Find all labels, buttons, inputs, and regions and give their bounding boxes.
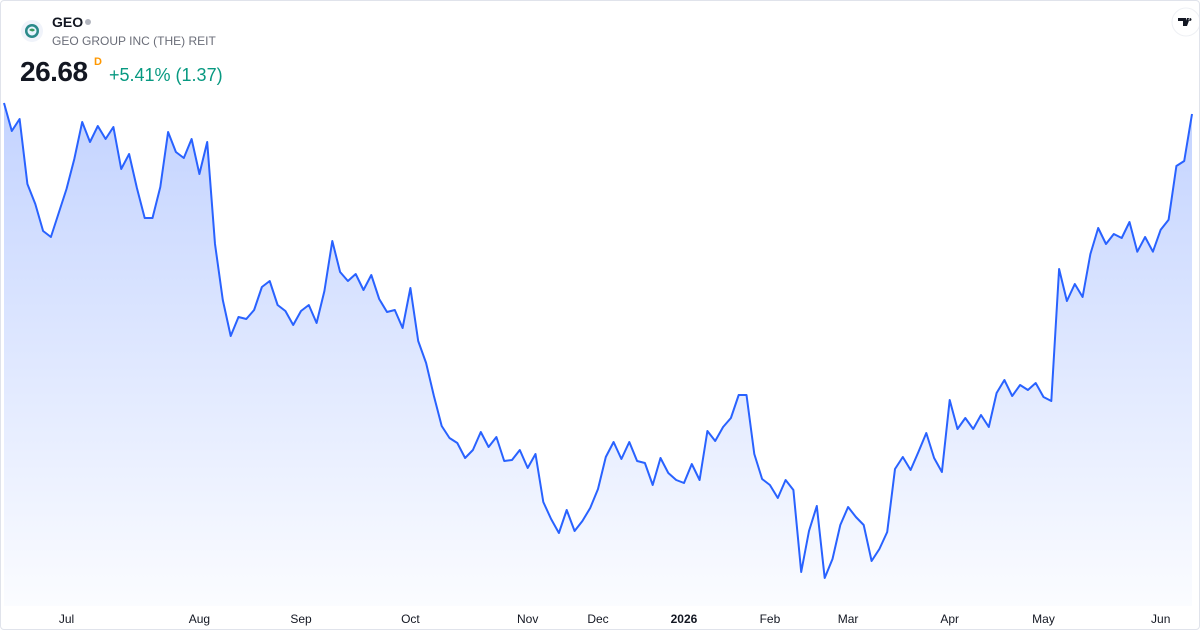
x-tick-label: Jun (1151, 612, 1170, 626)
price-line (3, 102, 1193, 579)
x-tick-label: 2026 (671, 612, 698, 626)
price: 26.68 (20, 56, 88, 87)
x-tick-label: Dec (587, 612, 608, 626)
interval: D (94, 56, 102, 68)
x-tick-label: Apr (940, 612, 959, 626)
symbol: GEO (52, 14, 84, 30)
x-tick-label: Jul (59, 612, 74, 626)
x-tick-label: Oct (401, 612, 420, 626)
x-tick-label: Nov (517, 612, 538, 626)
symbol-name: GEO GROUP INC (THE) REIT (52, 34, 216, 48)
x-tick-label: Mar (838, 612, 859, 626)
status-dot (85, 19, 91, 25)
x-tick-label: May (1032, 612, 1055, 626)
x-tick-label: Aug (189, 612, 210, 626)
brand-logo[interactable] (1171, 7, 1200, 37)
symbol-logo (21, 20, 43, 42)
area-fill (4, 103, 1192, 606)
x-tick-label: Feb (760, 612, 781, 626)
price-change: +5.41% (1.37) (109, 65, 223, 85)
x-tick-label: Sep (290, 612, 312, 626)
